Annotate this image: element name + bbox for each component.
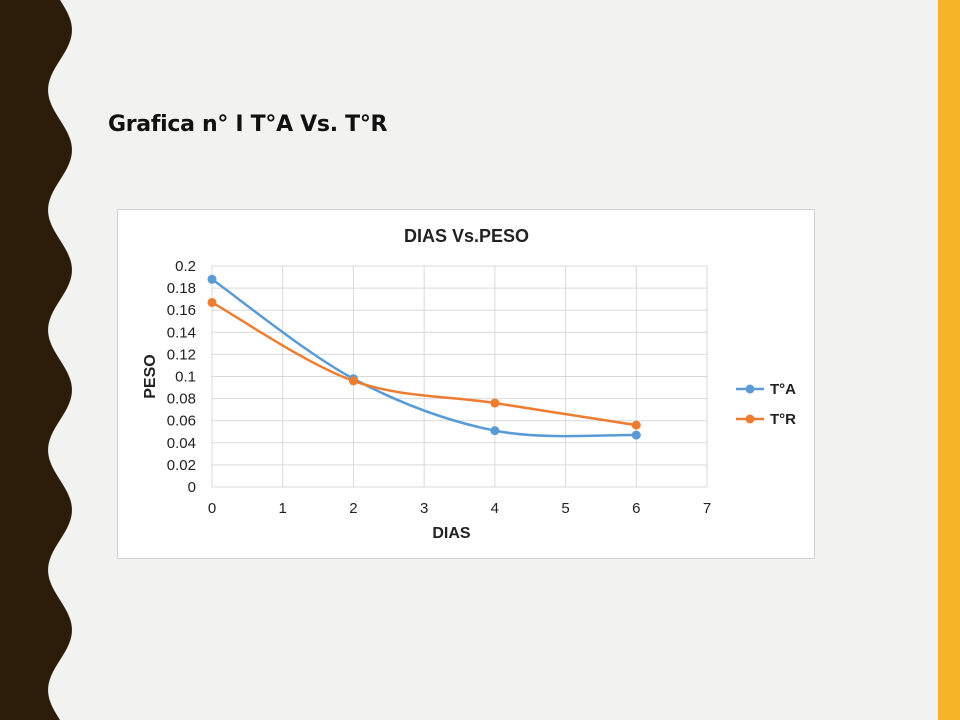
y-tick-label: 0.04	[167, 435, 196, 452]
right-accent-bar	[938, 0, 960, 720]
legend-marker	[745, 384, 755, 394]
y-tick-label: 0.02	[167, 457, 196, 474]
chart-area: 0 0.02 0.04 0.06 0.08 0.1 0.12 0.14 0.16 0.18 0.2 0…	[117, 209, 815, 559]
data-point	[348, 376, 358, 386]
legend-label: T°R	[770, 411, 796, 428]
x-tick-label: 2	[349, 500, 357, 517]
line-chart: 0 0.02 0.04 0.06 0.08 0.1 0.12 0.14 0.16 0.18 0.2 0…	[142, 226, 796, 542]
wavy-border-shape	[0, 0, 72, 720]
data-point	[490, 398, 500, 408]
series-line-ta	[211, 278, 637, 438]
x-tick-label: 5	[561, 500, 569, 517]
series-line-tr	[211, 301, 637, 427]
x-tick-label: 0	[208, 500, 216, 517]
x-tick-label: 7	[703, 500, 711, 517]
data-point	[207, 274, 217, 284]
x-tick-label: 4	[491, 500, 499, 517]
left-wavy-border	[0, 0, 72, 720]
y-tick-label: 0.08	[167, 391, 196, 408]
data-point	[207, 297, 217, 307]
y-tick-label: 0.18	[167, 280, 196, 297]
y-tick-label: 0.14	[167, 324, 196, 341]
y-tick-label: 0.12	[167, 346, 196, 363]
x-tick-label: 1	[279, 500, 287, 517]
data-point	[490, 426, 500, 436]
legend-label: T°A	[770, 381, 796, 398]
y-tick-label: 0.2	[175, 258, 196, 275]
x-axis-label: DIAS	[432, 525, 471, 542]
y-tick-label: 0.16	[167, 302, 196, 319]
y-tick-label: 0	[188, 479, 196, 496]
y-tick-label: 0.06	[167, 413, 196, 430]
data-point	[631, 430, 641, 440]
x-tick-label: 6	[632, 500, 640, 517]
y-tick-label: 0.1	[175, 369, 196, 386]
x-tick-label: 3	[420, 500, 428, 517]
y-axis-label: PESO	[142, 354, 159, 398]
data-point	[631, 420, 641, 430]
legend-marker	[745, 414, 755, 424]
chart-title: DIAS Vs.PESO	[404, 226, 529, 246]
slide-title: Grafica n° I T°A Vs. T°R	[108, 112, 388, 137]
